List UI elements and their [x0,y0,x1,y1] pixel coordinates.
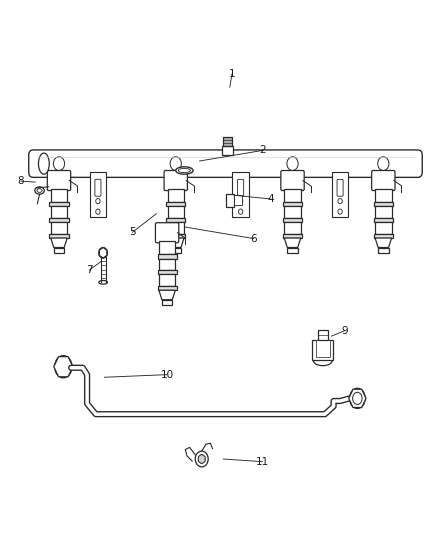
Bar [284,206,301,218]
Polygon shape [159,290,175,300]
Bar [49,202,68,206]
Bar [316,341,330,357]
Text: 10: 10 [161,369,174,379]
Circle shape [99,247,107,258]
Circle shape [238,209,243,214]
Bar [284,222,301,234]
Bar [378,247,389,253]
Circle shape [238,198,243,204]
Ellipse shape [99,280,107,284]
Bar [49,234,68,238]
Polygon shape [51,238,67,247]
Bar [374,234,393,238]
Bar [54,247,64,253]
Bar [159,241,175,254]
Bar [162,300,172,305]
Bar [51,206,67,218]
Text: 5: 5 [129,227,136,237]
Bar [233,172,249,217]
Circle shape [96,209,100,214]
FancyBboxPatch shape [29,150,422,177]
Polygon shape [168,238,184,247]
Text: 6: 6 [250,233,257,244]
Bar [90,172,106,217]
Circle shape [195,451,208,467]
FancyBboxPatch shape [237,179,244,196]
Ellipse shape [353,392,362,405]
FancyBboxPatch shape [47,171,71,191]
Bar [226,194,234,207]
FancyBboxPatch shape [281,171,304,191]
Circle shape [170,157,181,171]
Bar [374,202,393,206]
Circle shape [287,157,298,171]
Bar [332,172,348,217]
Bar [223,138,233,146]
Polygon shape [375,238,392,247]
Text: 9: 9 [341,326,348,336]
Bar [374,218,393,222]
Ellipse shape [58,360,68,374]
Bar [166,218,185,222]
Circle shape [338,198,342,204]
Ellipse shape [55,356,72,378]
Bar [223,146,233,155]
Bar [287,247,298,253]
Bar [170,247,181,253]
Bar [312,341,333,360]
Text: 4: 4 [268,194,274,204]
Ellipse shape [350,389,365,408]
Bar [49,218,68,222]
Bar [158,286,177,290]
Ellipse shape [39,153,49,174]
Ellipse shape [176,167,193,174]
Ellipse shape [37,189,42,192]
Circle shape [198,455,205,463]
Circle shape [53,157,65,171]
FancyBboxPatch shape [372,171,395,191]
Circle shape [96,198,100,204]
Bar [166,234,185,238]
Ellipse shape [162,272,172,276]
Bar [159,274,175,286]
FancyBboxPatch shape [155,223,179,243]
Bar [159,259,175,270]
FancyBboxPatch shape [95,179,101,196]
Bar [168,222,184,234]
Bar [375,189,392,202]
Circle shape [338,209,342,214]
Text: 11: 11 [256,457,269,467]
Bar [283,218,302,222]
Bar [283,234,302,238]
Text: 7: 7 [86,265,92,275]
Bar [158,270,177,274]
Ellipse shape [178,168,191,173]
Bar [318,330,328,341]
Text: 1: 1 [229,69,235,79]
Text: 8: 8 [18,176,24,186]
Bar [51,222,67,234]
Text: 2: 2 [259,146,265,156]
Polygon shape [284,238,301,247]
Bar [375,206,392,218]
FancyBboxPatch shape [164,171,187,191]
Bar [166,202,185,206]
Bar [284,189,301,202]
Circle shape [378,157,389,171]
Ellipse shape [159,271,175,278]
Bar [234,195,242,205]
Ellipse shape [35,187,44,194]
Bar [375,222,392,234]
Bar [51,189,67,202]
Bar [158,254,177,259]
FancyBboxPatch shape [337,179,343,196]
Bar [168,206,184,218]
Bar [283,202,302,206]
Bar [168,189,184,202]
